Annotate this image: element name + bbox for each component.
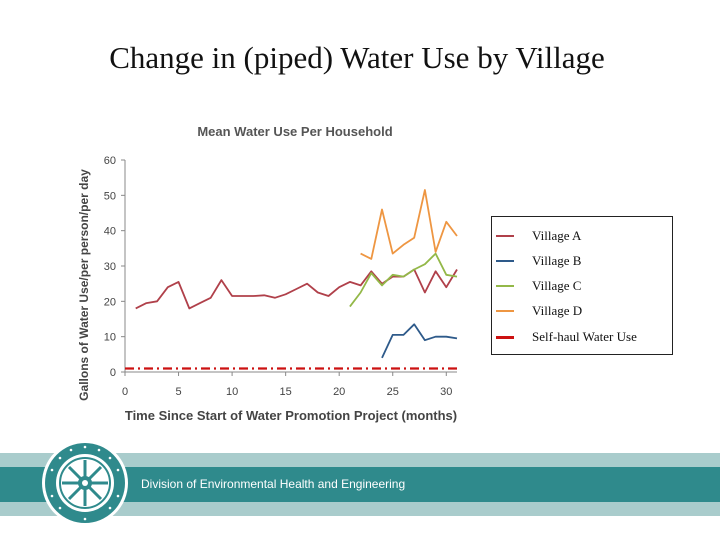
y-tick-label: 20 (104, 296, 116, 308)
y-axis-label: Gallons of Water Use/per person/per day (77, 169, 91, 401)
legend-item-village-c: Village C (496, 276, 581, 296)
legend-item-village-b: Village B (496, 251, 581, 271)
series-line-village-b (381, 323, 458, 359)
slide-title: Change in (piped) Water Use by Village (109, 40, 605, 75)
legend-label-village-b: Village B (532, 253, 582, 268)
legend-swatch-village-b (496, 260, 514, 262)
x-tick-label: 15 (280, 386, 292, 398)
legend-swatch-village-a (496, 235, 514, 237)
legend-item-village-d: Village D (496, 301, 582, 321)
series-line-village-a (135, 268, 458, 310)
x-tick-label: 20 (333, 386, 345, 398)
legend-item-village-a: Village A (496, 226, 581, 246)
y-tick-label: 50 (104, 190, 116, 202)
x-tick-label: 0 (122, 386, 128, 398)
x-tick-label: 25 (387, 386, 399, 398)
y-tick-label: 10 (104, 332, 116, 344)
legend-swatch-village-d (496, 310, 514, 312)
circular-seal-icon (42, 440, 128, 526)
x-axis-label: Time Since Start of Water Promotion Proj… (125, 408, 457, 423)
footer-division-text: Division of Environmental Health and Eng… (141, 477, 406, 491)
chart-series (125, 189, 458, 370)
legend-item-self-haul: Self-haul Water Use (496, 327, 637, 347)
y-tick-label: 30 (104, 261, 116, 273)
series-line-village-d (360, 189, 458, 260)
legend-label-village-a: Village A (532, 228, 582, 243)
x-tick-label: 30 (440, 386, 452, 398)
legend-swatch-village-c (496, 285, 514, 287)
legend-swatch-self-haul (496, 335, 514, 339)
footer-band-bottom (0, 502, 720, 516)
legend-label-village-d: Village D (532, 303, 583, 318)
chart-legend: Village A Village B Village C Village D … (491, 216, 673, 355)
line-chart: Mean Water Use Per Household Gallons of … (77, 124, 458, 423)
x-tick-label: 5 (175, 386, 181, 398)
legend-label-self-haul: Self-haul Water Use (532, 329, 637, 344)
y-tick-label: 60 (104, 155, 116, 167)
chart-axes (124, 160, 457, 373)
legend-label-village-c: Village C (532, 278, 582, 293)
x-tick-label: 10 (226, 386, 238, 398)
chart-ticks: 0 10 20 30 40 50 60 0 5 10 15 20 25 30 (104, 155, 453, 398)
chart-title: Mean Water Use Per Household (197, 124, 392, 139)
y-tick-label: 0 (110, 367, 116, 379)
series-line-village-c (349, 252, 458, 308)
y-tick-label: 40 (104, 226, 116, 238)
footer-band-top (0, 453, 720, 467)
